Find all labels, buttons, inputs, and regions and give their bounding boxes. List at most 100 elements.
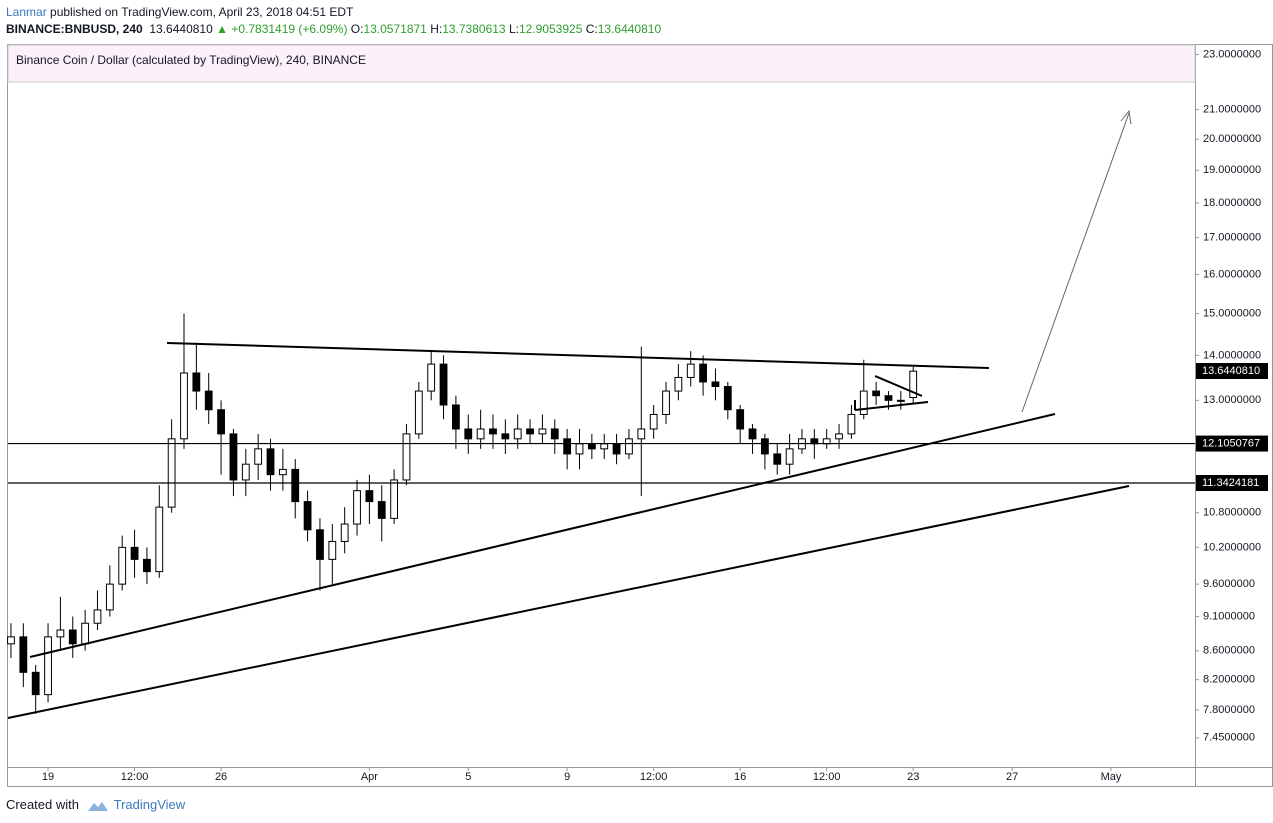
candle-body (31, 671, 40, 696)
candle-body (736, 409, 745, 430)
candle-body (340, 523, 349, 542)
candle-body (723, 385, 732, 411)
candle-body (68, 629, 77, 645)
frame (7, 44, 1273, 787)
y-tick-label: 17.0000000 (1203, 232, 1261, 244)
candle-body (785, 448, 794, 465)
candle-body (377, 501, 386, 519)
x-tick-label: 23 (907, 771, 919, 783)
trend-line (166, 342, 990, 369)
y-tick-label: 8.6000000 (1203, 645, 1255, 657)
created: Created with (6, 797, 79, 812)
candle-body (7, 636, 15, 645)
candle-body (600, 443, 609, 450)
candle-body (118, 546, 127, 585)
candle-body (291, 468, 300, 503)
candle-body (649, 413, 658, 430)
price-label-box (1196, 475, 1268, 492)
trend-line (29, 413, 1056, 658)
y-tick-label: 23.0000000 (1203, 48, 1261, 60)
symbol: BINANCE:BNBUSD, 240 (6, 22, 143, 36)
change: +0.7831419 (+6.09%) (231, 22, 348, 36)
candle-body (365, 490, 374, 503)
candle-body (489, 428, 497, 435)
candle-body (662, 390, 670, 415)
brand[interactable]: TradingView (113, 797, 186, 812)
change-arrow: ▲ (216, 22, 228, 36)
x-tick-label: Apr (361, 771, 378, 783)
candle-body (464, 428, 473, 440)
candle-body (575, 443, 584, 455)
arrow (1021, 112, 1130, 413)
candle-body (217, 409, 225, 435)
candle-body (180, 372, 188, 440)
author[interactable]: Lanmar (6, 5, 47, 19)
candle-body (884, 395, 893, 401)
candle-body (896, 399, 905, 402)
y-tick-label: 10.2000000 (1203, 541, 1261, 553)
y-tick-label: 7.4500000 (1203, 732, 1255, 744)
drawings (7, 109, 1132, 719)
candle-body (625, 438, 633, 455)
candle-body (105, 583, 114, 611)
candle-body (637, 428, 646, 440)
candle-body (130, 546, 139, 560)
y-tick-label: 16.0000000 (1203, 268, 1261, 280)
panel-title-box (7, 44, 1196, 83)
y-tick-label: 13.0000000 (1203, 394, 1261, 406)
header-line: BINANCE:BNBUSD, 240 13.6440810 ▲ +0.7831… (6, 21, 661, 38)
high-label: H: (430, 22, 443, 36)
x-tick-label: 12:00 (640, 771, 668, 783)
candle-body (192, 372, 201, 392)
y-tick-label: 8.2000000 (1203, 674, 1255, 686)
candle-body (254, 448, 263, 465)
x-tick-label: 16 (734, 771, 746, 783)
y-tick-label: 10.8000000 (1203, 507, 1261, 519)
candle-body (390, 479, 399, 519)
candle-body (563, 438, 572, 455)
candle-body (204, 390, 213, 411)
trend-line (7, 485, 1130, 719)
candle-body (56, 629, 65, 638)
low: 12.9053925 (518, 22, 583, 36)
candle-body (513, 428, 522, 440)
candle-body (538, 428, 547, 435)
header: Lanmar published on TradingView.com, Apr… (6, 4, 661, 38)
triangle-line (874, 375, 923, 397)
candle-body (501, 433, 510, 440)
open: 13.0571871 (363, 22, 427, 36)
candle-body (686, 363, 695, 378)
candle-body (229, 433, 238, 481)
candle-body (353, 490, 361, 525)
x-tick-label: 26 (215, 771, 227, 783)
candle-body (909, 370, 918, 399)
candle-body (699, 363, 707, 383)
candle-body (526, 428, 534, 435)
close: 13.6440810 (597, 22, 662, 36)
price-label-box (1196, 435, 1268, 452)
y-tick-label: 9.6000000 (1203, 578, 1255, 590)
last-price-box (1196, 363, 1268, 380)
close-label: C: (585, 22, 598, 36)
candle-body (19, 636, 28, 673)
footer: Created with TradingView (6, 797, 185, 813)
y-tick-label: 19.0000000 (1203, 164, 1261, 176)
candle-body (674, 376, 683, 392)
candle-body (452, 404, 460, 430)
candle-body (143, 558, 151, 573)
candle-body (266, 448, 275, 476)
candle-body (587, 443, 596, 450)
open-label: O: (350, 22, 364, 36)
y-tick-label: 15.0000000 (1203, 307, 1261, 319)
candle-body (439, 363, 448, 406)
candle-body (316, 529, 324, 560)
header-line: Lanmar published on TradingView.com, Apr… (6, 4, 661, 21)
x-tick-label: 12:00 (121, 771, 149, 783)
candle-body (328, 540, 337, 560)
candle-body (402, 433, 411, 481)
candle-body (835, 433, 843, 440)
high: 13.7380613 (442, 22, 506, 36)
candle-body (711, 381, 720, 387)
last-price-label: 13.6440810 (1202, 365, 1260, 377)
candle-body (847, 413, 856, 435)
